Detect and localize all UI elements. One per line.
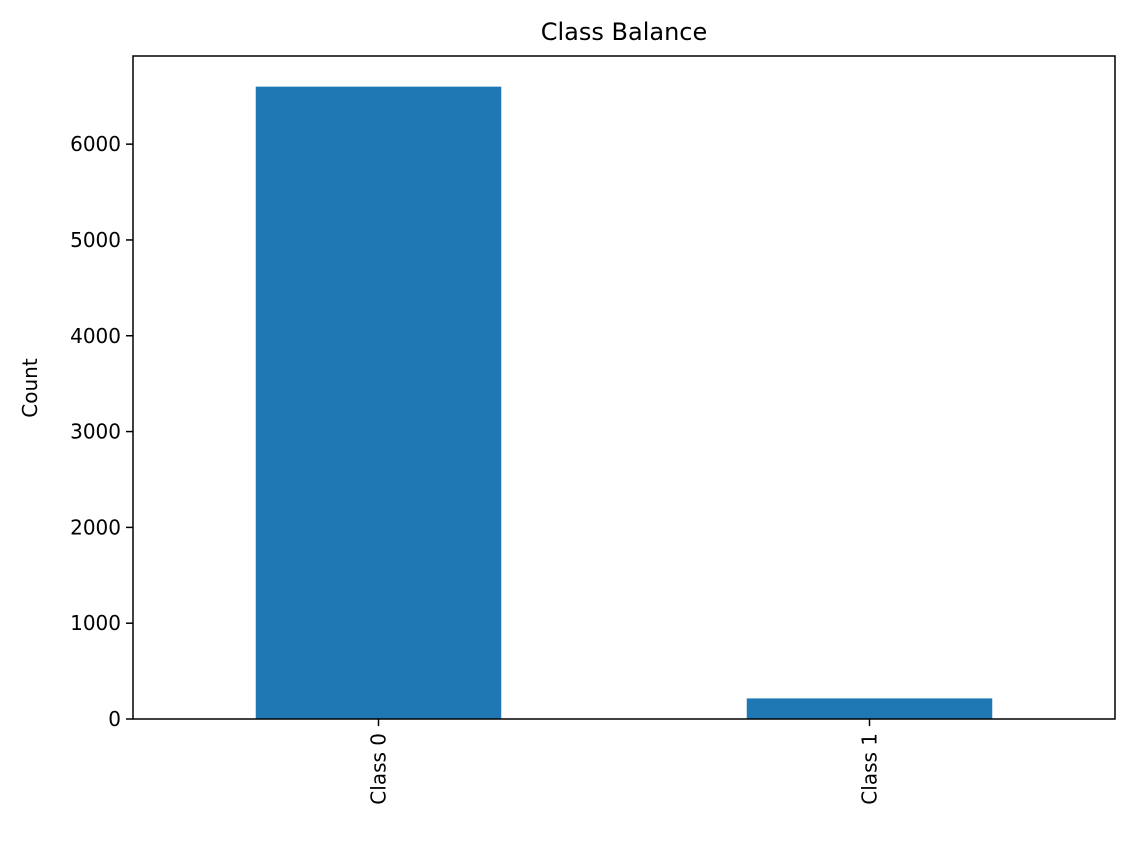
x-axis: Class 0 Class 1 (367, 719, 882, 805)
y-tick-label: 4000 (70, 324, 121, 348)
plot-frame (132, 55, 1116, 720)
y-tick-label: 3000 (70, 420, 121, 444)
bar-class-0 (255, 86, 502, 720)
y-axis-title: Count (18, 358, 42, 418)
x-tick-label: Class 0 (367, 733, 391, 805)
x-tick-label: Class 1 (858, 733, 882, 805)
y-tick-label: 1000 (70, 611, 121, 635)
bar-class-1 (746, 698, 993, 719)
y-tick-label: 5000 (70, 228, 121, 252)
y-axis: 0 1000 2000 3000 4000 5000 6000 (70, 132, 133, 731)
y-tick-label: 0 (108, 707, 121, 731)
y-tick-label: 2000 (70, 515, 121, 539)
y-tick-label: 6000 (70, 132, 121, 156)
chart-title: Class Balance (541, 18, 708, 46)
bars-group (255, 86, 993, 720)
